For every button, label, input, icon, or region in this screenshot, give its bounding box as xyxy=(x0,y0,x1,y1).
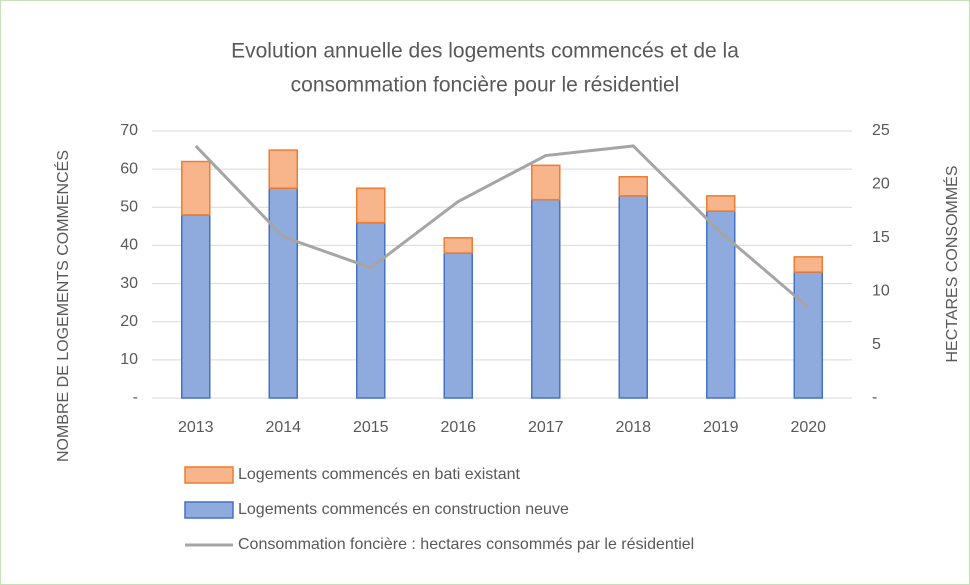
bar xyxy=(181,160,211,216)
x-tick-label: 2018 xyxy=(615,419,651,436)
y-tick-label: - xyxy=(133,389,138,406)
legend-label: Logements commencés en construction neuv… xyxy=(238,501,569,518)
x-tick-label: 2014 xyxy=(265,419,301,436)
bar xyxy=(618,195,648,399)
y-tick-label: 70 xyxy=(120,122,138,139)
y-tick-label: 60 xyxy=(120,160,138,177)
bar xyxy=(531,198,561,399)
y-axis-title: NOMBRE DE LOGEMENTS COMMENCÉS xyxy=(53,150,72,462)
legend-label: Consommation foncière : hectares consomm… xyxy=(238,536,694,553)
y2-tick-label: 15 xyxy=(872,229,890,246)
legend-swatch xyxy=(184,466,234,484)
bar xyxy=(793,256,823,273)
y2-tick-label: 20 xyxy=(872,176,890,193)
bar xyxy=(268,149,298,189)
y2-tick-label: 25 xyxy=(872,122,890,139)
bar xyxy=(531,164,561,201)
bar xyxy=(793,271,823,399)
y2-tick-label: - xyxy=(872,389,877,406)
bar xyxy=(443,252,473,399)
x-tick-label: 2020 xyxy=(790,419,826,436)
y-tick-label: 20 xyxy=(120,313,138,330)
x-tick-label: 2016 xyxy=(440,419,476,436)
chart-title: Evolution annuelle des logements commenc… xyxy=(231,40,739,63)
legend-swatch xyxy=(184,501,234,519)
bar xyxy=(181,214,211,399)
bar xyxy=(706,195,736,212)
legend-label: Logements commencés en bati existant xyxy=(238,466,520,483)
y-tick-label: 50 xyxy=(120,199,138,216)
x-tick-label: 2017 xyxy=(528,419,564,436)
bar xyxy=(356,221,386,399)
x-tick-label: 2015 xyxy=(353,419,389,436)
x-tick-label: 2013 xyxy=(178,419,214,436)
chart-title: consommation foncière pour le résidentie… xyxy=(291,74,680,97)
bar xyxy=(443,237,473,254)
line xyxy=(194,144,810,309)
x-tick-label: 2019 xyxy=(703,419,739,436)
y2-tick-label: 5 xyxy=(872,336,881,353)
bar xyxy=(356,187,386,224)
y-tick-label: 30 xyxy=(120,275,138,292)
y-tick-label: 40 xyxy=(120,237,138,254)
y2-tick-label: 10 xyxy=(872,282,890,299)
y-tick-label: 10 xyxy=(120,351,138,368)
bar xyxy=(268,187,298,399)
bar xyxy=(618,176,648,197)
y2-axis-title: HECTARES CONSOMMÉS xyxy=(942,165,961,362)
